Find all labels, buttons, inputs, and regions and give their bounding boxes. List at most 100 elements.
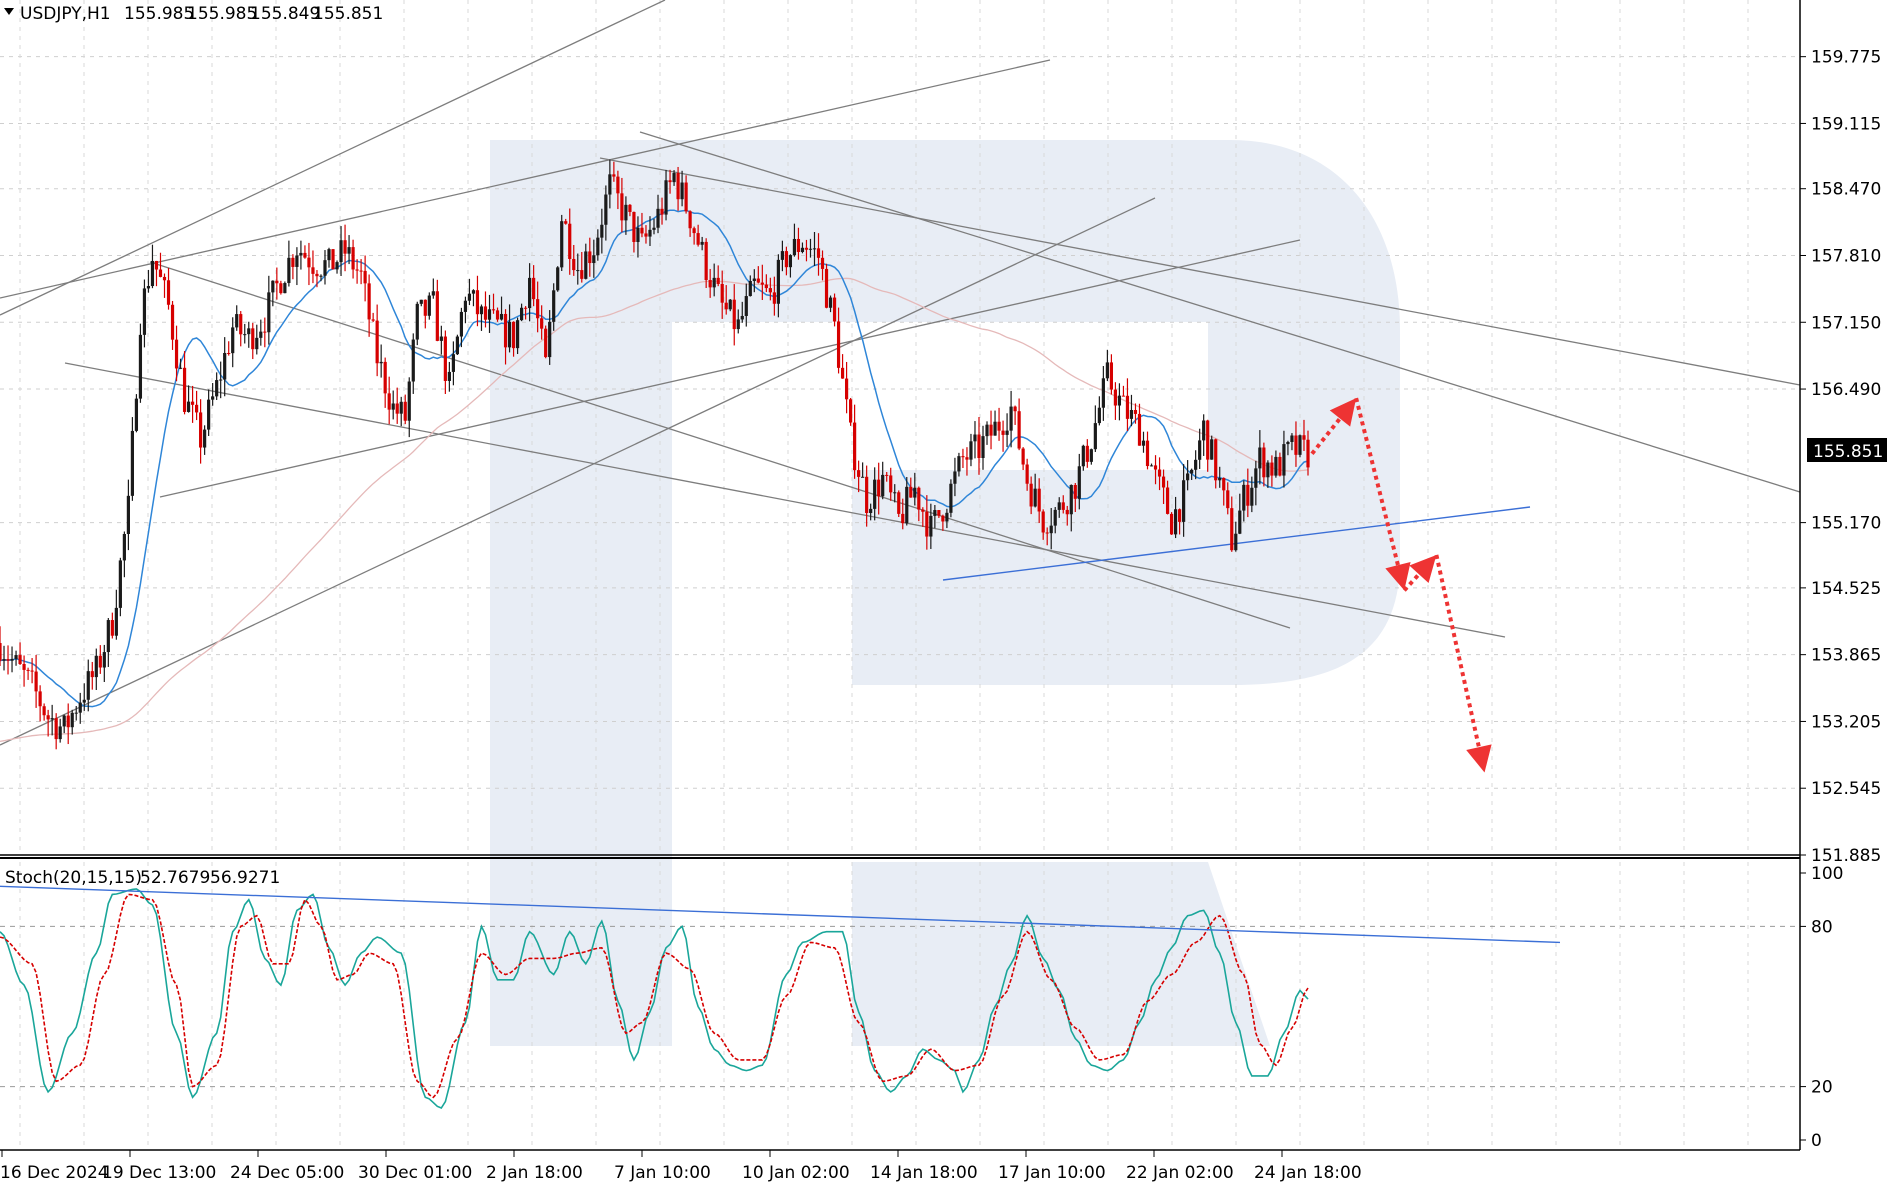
candle-body (1001, 430, 1005, 435)
candle-body (1057, 502, 1061, 510)
candle-body (692, 228, 696, 234)
candle-body (90, 671, 94, 678)
candle-body (1298, 435, 1302, 455)
candle-body (780, 251, 784, 260)
candle-body (146, 286, 151, 289)
candle-body (652, 227, 656, 230)
candle-body (435, 291, 439, 341)
candle-body (1033, 488, 1037, 507)
y-tick-label: 154.525 (1811, 579, 1881, 599)
candle-body (211, 396, 215, 400)
candle-body (423, 299, 427, 316)
candle-body (1157, 469, 1162, 477)
candle-body (339, 240, 343, 263)
x-tick-label: 10 Jan 02:00 (742, 1163, 850, 1183)
ma-fast-line (0, 209, 1309, 708)
candle-body (744, 296, 748, 316)
candle-body (170, 304, 175, 340)
candle-body (820, 257, 825, 269)
candlesticks (0, 159, 1310, 750)
high-price: 155.985 (187, 4, 257, 24)
candle-body (1173, 509, 1178, 535)
candle-body (616, 176, 620, 194)
candle-body (676, 173, 680, 200)
candle-body (612, 174, 616, 177)
candle-body (624, 204, 628, 221)
candle-body (1129, 410, 1134, 419)
candle-body (953, 471, 957, 484)
candle-body (1017, 411, 1021, 449)
candle-body (495, 310, 500, 320)
candle-body (1089, 449, 1093, 462)
candle-body (572, 258, 576, 271)
candle-body (544, 328, 548, 358)
y-tick-label: 153.865 (1811, 646, 1881, 666)
candle-body (1141, 440, 1146, 446)
candle-body (861, 476, 865, 478)
candle-body (1105, 362, 1109, 379)
candle-body (447, 371, 451, 381)
candle-body (10, 658, 14, 661)
candle-body (82, 699, 86, 703)
candle-body (62, 715, 66, 727)
candle-body (748, 280, 752, 297)
candle-body (568, 223, 572, 259)
candle-body (889, 475, 893, 493)
candle-body (528, 277, 532, 309)
candle-body (524, 307, 528, 309)
candle-body (1097, 407, 1101, 424)
candle-body (467, 293, 472, 301)
symbol-dropdown-icon[interactable] (4, 8, 14, 15)
candle-body (503, 313, 508, 348)
candle-body (1270, 462, 1274, 476)
candle-body (977, 434, 981, 458)
candle-body (519, 307, 524, 321)
candle-body (1206, 420, 1210, 460)
candle-body (712, 277, 716, 288)
y-tick-label: 159.115 (1811, 114, 1881, 134)
y-tick-label: 153.205 (1811, 712, 1881, 732)
candle-body (1230, 508, 1234, 551)
candle-body (824, 268, 829, 308)
candle-body (1266, 462, 1270, 478)
candle-body (1125, 395, 1130, 419)
candle-body (1109, 362, 1113, 390)
candle-body (1137, 413, 1142, 446)
candle-body (1178, 509, 1182, 522)
candle-body (1145, 440, 1150, 467)
candle-body (1182, 480, 1186, 522)
candle-body (46, 715, 50, 720)
candle-body (415, 303, 419, 340)
candle-body (849, 399, 853, 423)
candle-body (853, 422, 857, 471)
candle-body (636, 227, 640, 242)
candle-body (6, 659, 10, 661)
candle-body (724, 302, 728, 310)
symbol-timeframe[interactable]: USDJPY,H1 (20, 4, 111, 24)
candle-body (0, 643, 2, 661)
trendline (159, 239, 1301, 498)
candle-body (515, 320, 520, 349)
candle-body (628, 204, 632, 212)
candle-body (267, 292, 271, 333)
candle-body (832, 297, 837, 322)
candle-body (548, 321, 552, 358)
candle-body (836, 321, 841, 368)
candle-body (130, 430, 135, 496)
trendline (599, 157, 1801, 386)
candle-body (1073, 484, 1077, 499)
y-tick-label: 151.885 (1811, 846, 1881, 866)
candle-body (1254, 468, 1258, 488)
candle-body (584, 251, 588, 279)
candle-body (110, 620, 114, 636)
low-price: 155.849 (250, 4, 320, 24)
candle-body (1101, 378, 1105, 408)
candle-body (114, 607, 118, 636)
candle-body (1009, 406, 1013, 431)
candle-body (660, 208, 664, 215)
candle-body (239, 314, 243, 335)
candle-body (190, 401, 195, 405)
candle-body (1210, 439, 1214, 460)
ma-slow-line (0, 277, 1309, 743)
